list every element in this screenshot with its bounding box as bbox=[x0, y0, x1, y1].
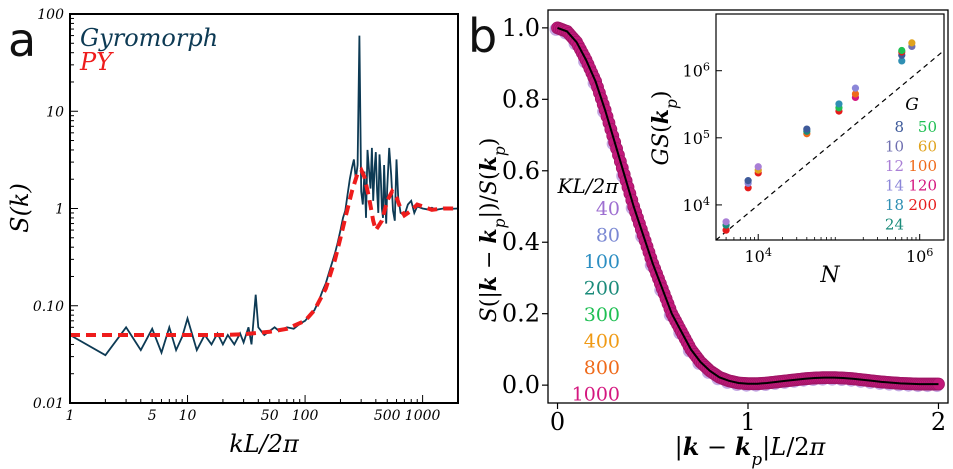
inset-point bbox=[898, 57, 906, 65]
panel-b: 0 1 20.00.20.40.60.81.0 |k − kp|L/2π S(|k … bbox=[476, 9, 949, 469]
panel-b-series bbox=[549, 21, 945, 393]
panel-a-ticks: 1 5 10 50 100 500 1000 0.01 0.10 1 10 100 bbox=[33, 7, 459, 424]
legend-b-entry: 100 bbox=[584, 251, 620, 273]
legend-gyromorph: Gyromorph bbox=[80, 24, 218, 52]
inset-legend-entry: 12 bbox=[885, 157, 904, 175]
panel-b-ytick-label: 0.6 bbox=[502, 157, 540, 185]
legend-b-entry: 1000 bbox=[572, 384, 620, 406]
inset-legend-title: G bbox=[905, 95, 919, 115]
panel-b-frame bbox=[547, 9, 949, 404]
inset-point bbox=[851, 84, 860, 92]
inset-point bbox=[744, 177, 752, 185]
panel-label-a: a bbox=[8, 13, 36, 67]
panel-a-ytick-label: 1 bbox=[55, 202, 64, 218]
legend-py: PY bbox=[79, 48, 114, 76]
inset-point bbox=[851, 90, 860, 98]
inset-point bbox=[722, 218, 730, 226]
panel-a-xtick-label: 5 bbox=[148, 408, 157, 424]
inset-ticks: 104 106 104 105 106 bbox=[683, 60, 945, 267]
panel-a-xtick-label: 10 bbox=[179, 408, 197, 424]
inset-xtick-label: 104 bbox=[744, 246, 771, 267]
inset-point bbox=[803, 125, 811, 133]
legend-b-entry: 40 bbox=[596, 198, 620, 220]
series-py bbox=[70, 166, 458, 337]
panel-label-b: b bbox=[468, 9, 497, 63]
legend-b-entry: 300 bbox=[584, 304, 620, 326]
panel-b-ytick-label: 0.0 bbox=[502, 371, 540, 399]
inset-point bbox=[722, 226, 730, 234]
inset-ytick-label: 106 bbox=[683, 60, 710, 81]
panel-a-ytick-label: 10 bbox=[46, 104, 64, 120]
panel-b-ytick-label: 0.8 bbox=[502, 85, 540, 113]
panel-a-xtick-label: 50 bbox=[261, 408, 279, 424]
inset-xtick-label: 106 bbox=[906, 246, 933, 267]
inset-legend-entry: 18 bbox=[885, 196, 904, 214]
panel-a: 1 5 10 50 100 500 1000 0.01 0.10 1 10 100 Gyromorph… bbox=[6, 7, 459, 458]
panel-a-xtick-label: 1 bbox=[66, 408, 75, 424]
panel-a-xtick-label: 1000 bbox=[405, 408, 441, 424]
inset-point bbox=[835, 100, 843, 108]
panel-a-ylabel: S(k) bbox=[6, 183, 34, 233]
inset-legend-entry: 24 bbox=[885, 216, 904, 234]
inset-point bbox=[898, 46, 906, 55]
legend-b-title: KL/2π bbox=[557, 174, 620, 198]
legend-b-entry: 400 bbox=[584, 331, 620, 353]
panel-b-ytick-label: 1.0 bbox=[502, 14, 540, 42]
inset-frame bbox=[715, 13, 945, 241]
series-gyromorph bbox=[69, 35, 459, 357]
inset-xlabel: N bbox=[819, 263, 840, 288]
panel-a-xtick-label: 500 bbox=[374, 408, 401, 424]
panel-a-xlabel: kL/2π bbox=[229, 430, 300, 458]
inset-legend-entry: 100 bbox=[908, 157, 937, 175]
inset-legend-entry: 8 bbox=[894, 118, 904, 136]
panel-b-xtick-label: 1 bbox=[740, 408, 755, 436]
panel-a-xtick-label: 100 bbox=[292, 408, 319, 424]
panel-b-fit-curve bbox=[557, 26, 939, 386]
inset-legend-entry: 120 bbox=[908, 177, 937, 195]
panel-b-ticks: 0 1 20.00.20.40.60.81.0 bbox=[502, 14, 946, 436]
legend-b-entry: 800 bbox=[584, 357, 620, 379]
panel-b-legend: 40 80 100 200 300 400 800 1000 bbox=[572, 198, 620, 406]
inset-ytick-label: 105 bbox=[683, 127, 710, 148]
panel-a-ytick-label: 100 bbox=[37, 7, 64, 23]
panel-a-frame bbox=[69, 13, 459, 404]
inset-point bbox=[754, 163, 762, 171]
inset-legend-entry: 14 bbox=[885, 177, 904, 195]
inset-legend-entry: 60 bbox=[918, 138, 937, 156]
inset-ytick-label: 104 bbox=[683, 194, 710, 215]
legend-b-entry: 200 bbox=[584, 278, 620, 300]
panel-a-series bbox=[69, 35, 459, 357]
panel-b-xtick-label: 0 bbox=[550, 408, 565, 436]
inset-point bbox=[908, 39, 916, 47]
inset-legend-entry: 50 bbox=[918, 118, 937, 136]
inset-ylabel: GS(kp) bbox=[648, 91, 681, 166]
panel-b-ytick-label: 0.4 bbox=[502, 228, 540, 256]
inset-reference-line bbox=[715, 50, 945, 241]
panel-b-xtick-label: 2 bbox=[931, 408, 946, 436]
inset-legend-entry: 200 bbox=[908, 196, 937, 214]
legend-b-entry: 80 bbox=[596, 225, 620, 247]
inset-series bbox=[715, 39, 945, 241]
panel-a-ytick-label: 0.01 bbox=[33, 396, 64, 412]
panel-b-ylabel: S(|k − kp|)/S(kp) bbox=[476, 138, 509, 323]
inset-legend-entry: 10 bbox=[885, 138, 904, 156]
panel-b-ytick-label: 0.2 bbox=[502, 300, 540, 328]
panel-b-xlabel: |k − kp|L/2π bbox=[675, 432, 827, 469]
panel-a-ytick-label: 0.10 bbox=[33, 299, 64, 315]
